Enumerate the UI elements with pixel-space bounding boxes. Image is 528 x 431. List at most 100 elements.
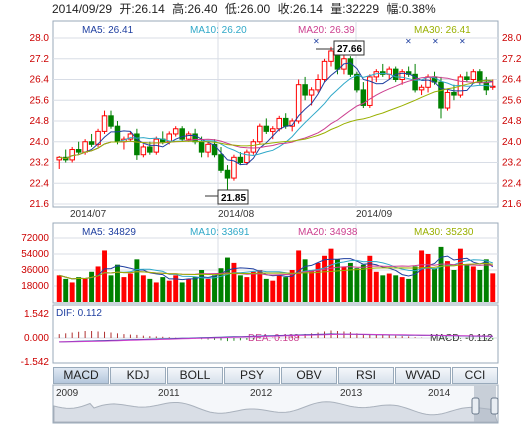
volume-bar <box>432 268 437 302</box>
event-marker-icon: ✕ <box>313 37 320 46</box>
tab-psy[interactable]: PSY <box>224 367 280 384</box>
volume-bar <box>283 277 289 302</box>
volume-bar <box>451 270 457 302</box>
candle-body <box>231 156 237 179</box>
header-high: 26.40 <box>187 2 217 16</box>
high-marker: 27.66 <box>316 40 365 56</box>
volume-ma-lines <box>59 255 494 281</box>
candle-body <box>418 86 425 91</box>
volume-y-ticks: 72000 54000 36000 18000 <box>21 233 49 292</box>
candle-body <box>237 156 244 163</box>
volume-bar <box>192 277 198 302</box>
price-y-tick-left: 24.0 <box>30 137 50 148</box>
volume-bar <box>257 270 263 302</box>
macd-dif-label: DIF: 0.112 <box>56 308 102 319</box>
price-x-label-aug: 2014/08 <box>218 209 255 220</box>
volume-bar <box>231 262 237 302</box>
navigator-left-handle[interactable] <box>471 397 480 415</box>
macd-y-tick: -1.542 <box>21 357 50 368</box>
volume-bar <box>89 271 95 302</box>
candle-body <box>257 125 263 143</box>
volume-y-tick: 36000 <box>21 265 49 276</box>
header-high-label: 高: <box>172 1 187 16</box>
candle-body <box>198 141 205 153</box>
header-open-label: 开: <box>119 2 134 16</box>
volume-bar <box>76 277 82 302</box>
candle-body <box>192 133 198 143</box>
volume-bar <box>406 278 412 302</box>
candle-body <box>295 84 302 122</box>
candle-body <box>108 115 114 127</box>
tab-kdj[interactable]: KDJ <box>110 367 166 384</box>
header-volume: 32229 <box>346 2 380 16</box>
volume-bar <box>412 266 418 302</box>
header-change-label: 幅: <box>386 1 401 16</box>
high-marker-box <box>333 40 365 56</box>
candle-body <box>244 151 250 163</box>
event-marker-icon: ✕ <box>432 37 439 46</box>
candle-body <box>179 128 185 140</box>
volume-bar <box>225 257 230 302</box>
volume-bar <box>457 248 463 302</box>
volume-bar <box>173 275 179 302</box>
candle-body <box>147 146 153 153</box>
candle-body <box>140 146 147 156</box>
volume-bar <box>102 250 107 302</box>
event-marker-icon: ✕ <box>459 37 466 46</box>
tab-boll[interactable]: BOLL <box>167 367 223 384</box>
low-marker-value: 21.85 <box>221 193 246 204</box>
volume-ma10-label: MA10: 33691 <box>190 227 250 238</box>
volume-bar <box>140 275 146 302</box>
volume-bar <box>205 278 211 302</box>
candle-body <box>321 60 328 80</box>
volume-ma30-line <box>59 262 493 280</box>
macd-value-label: MACD: -0.112 <box>430 333 493 344</box>
header-change: 0.38% <box>402 2 436 16</box>
tab-macd[interactable]: MACD <box>53 367 109 384</box>
volume-bar <box>309 270 315 302</box>
volume-bar <box>477 270 483 302</box>
candle-body <box>282 117 289 127</box>
volume-bar <box>490 273 496 302</box>
volume-ma20-label: MA20: 34938 <box>298 227 358 238</box>
navigator-window[interactable] <box>474 386 496 422</box>
candle-body <box>347 58 354 75</box>
navigator-year: 2011 <box>158 388 180 399</box>
candle-body <box>270 128 276 132</box>
candle-body <box>211 143 218 156</box>
price-ma5-label: MA5: 26.41 <box>82 25 134 36</box>
candle-body <box>425 76 431 88</box>
price-ma20-label: MA20: 26.39 <box>298 25 355 36</box>
tab-rsi[interactable]: RSI <box>338 367 394 384</box>
volume-bar <box>335 259 340 302</box>
volume-y-tick: 72000 <box>21 233 49 244</box>
volume-bar <box>95 266 101 302</box>
candle-body <box>69 149 75 161</box>
volume-bar <box>115 264 120 302</box>
tab-cci[interactable]: CCI <box>452 367 498 384</box>
candle-body <box>308 89 315 96</box>
event-marker-icon: ✕ <box>405 37 412 46</box>
candle-body <box>289 120 295 127</box>
header-info: 2014/09/29 开:26.14 高:26.40 低:26.00 收:26.… <box>52 1 436 16</box>
volume-bar <box>199 270 205 302</box>
tab-wvad[interactable]: WVAD <box>395 367 451 384</box>
tab-obv[interactable]: OBV <box>281 367 337 384</box>
volume-bar <box>393 275 399 302</box>
navigator-right-handle[interactable] <box>490 397 499 415</box>
price-y-tick-left: 24.8 <box>30 116 50 127</box>
volume-bar <box>425 254 431 302</box>
volume-ma5-label: MA5: 34829 <box>82 227 136 238</box>
volume-bar <box>399 277 405 302</box>
volume-bar <box>386 273 392 302</box>
price-panel-frame <box>52 20 499 208</box>
macd-y-ticks: 1.542 0.000 -1.542 <box>21 309 498 368</box>
volume-bar <box>470 266 476 302</box>
candle-body <box>477 71 483 83</box>
price-y-tick-right: 24.8 <box>502 116 522 127</box>
volume-bar <box>483 259 489 302</box>
volume-y-tick: 54000 <box>21 249 49 260</box>
price-grid <box>53 21 498 207</box>
